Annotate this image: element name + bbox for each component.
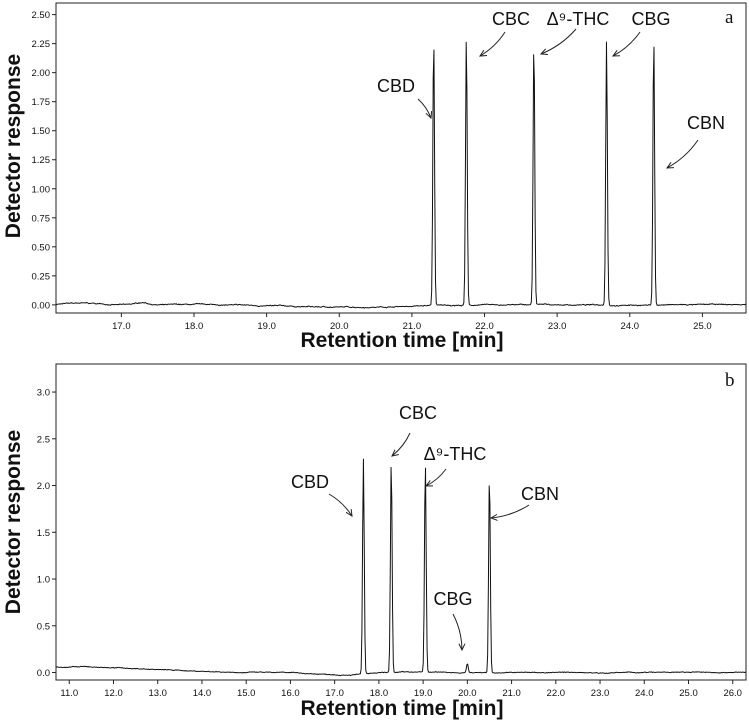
peak-label: CBC	[492, 9, 530, 29]
y-tick-label: 2.50	[32, 10, 51, 21]
y-tick-label: 1.0	[37, 575, 50, 586]
peak-arrowhead	[611, 50, 621, 57]
peak-arrowhead	[479, 49, 488, 57]
panel-letter-b: b	[725, 370, 735, 391]
peak-arrow	[417, 98, 432, 119]
x-tick-label: 23.0	[591, 688, 610, 699]
x-tick-label: 25.0	[679, 688, 698, 699]
peak-labels-b: CBD CBC Δ⁹-THC CBG CBN	[291, 403, 559, 652]
peak-arrowhead	[424, 480, 434, 487]
y-tick-label: 0.5	[37, 621, 50, 632]
peak-label: CBG	[433, 589, 472, 609]
chart-panel-a: 0.00 0.25 0.50 0.75 1.00 1.25 1.50 1.75 2.00 2.25…	[2, 2, 747, 352]
x-tick-label: 22.0	[475, 321, 494, 332]
peak-arrow	[391, 432, 411, 457]
peak-arrowhead	[425, 110, 433, 120]
plot-frame-a	[55, 2, 747, 314]
y-ticks-b: 0.0 0.5 1.0 1.5 2.0 2.5 3.0	[37, 388, 56, 679]
x-tick-label: 25.0	[693, 321, 712, 332]
y-tick-label: 1.50	[32, 126, 51, 137]
chromatogram-trace-a	[55, 41, 747, 309]
x-tick-label: 19.0	[257, 321, 276, 332]
y-tick-label: 1.00	[32, 184, 51, 195]
x-tick-label: 19.0	[414, 688, 433, 699]
y-axis-title-b: Detector response	[2, 430, 25, 614]
peak-arrowhead	[665, 162, 675, 169]
peak-arrowhead	[345, 508, 353, 517]
peak-arrow	[479, 31, 506, 57]
peak-arrowhead	[489, 513, 498, 521]
peak-arrowhead	[539, 48, 549, 55]
y-tick-label: 0.50	[32, 242, 51, 253]
peak-arrow	[612, 31, 641, 57]
peak-arrowhead	[391, 449, 399, 457]
y-tick-label: 0.00	[32, 300, 51, 311]
peak-arrow	[425, 468, 447, 487]
x-tick-label: 11.0	[60, 688, 78, 699]
peak-label: CBG	[631, 9, 670, 29]
peak-label: CBD	[377, 76, 415, 96]
peak-label: Δ⁹-THC	[547, 9, 610, 29]
x-tick-label: 17.0	[112, 321, 131, 332]
x-tick-label: 16.0	[281, 688, 300, 699]
y-tick-label: 3.0	[37, 388, 50, 399]
x-tick-label: 20.0	[458, 688, 477, 699]
y-tick-label: 0.75	[32, 213, 51, 224]
peak-arrow	[490, 504, 530, 519]
y-axis-title-a: Detector response	[2, 54, 25, 238]
y-ticks-a: 0.00 0.25 0.50 0.75 1.00 1.25 1.50 1.75 2.00 2.25…	[32, 10, 56, 311]
peak-arrow	[540, 28, 577, 55]
x-tick-label: 22.0	[547, 688, 566, 699]
x-tick-label: 20.0	[330, 321, 349, 332]
x-tick-label: 26.0	[723, 688, 742, 699]
x-tick-label: 15.0	[237, 688, 256, 699]
chromatogram-trace-b	[55, 458, 747, 677]
chart-panel-b: 0.0 0.5 1.0 1.5 2.0 2.5 3.0 11.0 12.0 13.0 14.0 15…	[2, 363, 747, 720]
x-tick-label: 23.0	[548, 321, 567, 332]
y-tick-label: 0.0	[37, 668, 50, 679]
y-tick-label: 2.0	[37, 481, 50, 492]
peak-label: Δ⁹-THC	[424, 444, 487, 464]
y-tick-label: 2.5	[37, 434, 50, 445]
x-tick-label: 21.0	[502, 688, 521, 699]
peak-arrow	[328, 493, 353, 517]
plot-frame-b	[55, 363, 747, 681]
peak-label: CBD	[291, 472, 329, 492]
peak-label: CBC	[399, 403, 437, 423]
y-tick-label: 1.5	[37, 528, 50, 539]
peak-labels-a: CBD CBC Δ⁹-THC CBG CBN	[377, 9, 725, 169]
y-tick-label: 1.75	[32, 97, 51, 108]
peak-label: CBN	[521, 484, 559, 504]
peak-arrow	[452, 613, 463, 651]
peak-arrowhead	[458, 643, 466, 652]
x-tick-label: 18.0	[370, 688, 389, 699]
x-tick-label: 17.0	[325, 688, 344, 699]
x-tick-label: 13.0	[148, 688, 167, 699]
y-tick-label: 2.00	[32, 68, 51, 79]
x-tick-label: 24.0	[635, 688, 654, 699]
panel-letter-a: a	[725, 7, 734, 28]
y-tick-label: 0.25	[32, 271, 51, 282]
peak-label: CBN	[687, 113, 725, 133]
x-tick-label: 24.0	[621, 321, 640, 332]
peak-arrow	[666, 139, 699, 169]
x-tick-label: 14.0	[193, 688, 212, 699]
x-axis-title-b: Retention time [min]	[301, 697, 504, 720]
x-tick-label: 21.0	[403, 321, 422, 332]
y-tick-label: 2.25	[32, 39, 51, 50]
y-tick-label: 1.25	[32, 155, 51, 166]
x-tick-label: 18.0	[185, 321, 204, 332]
x-axis-title-a: Retention time [min]	[301, 329, 504, 352]
x-ticks-a: 17.0 18.0 19.0 20.0 21.0 22.0 23.0 24.0 25.0	[112, 313, 712, 332]
x-ticks-b: 11.0 12.0 13.0 14.0 15.0 16.0 17.0 18.0 19.0 20.0…	[60, 680, 742, 699]
x-tick-label: 12.0	[104, 688, 123, 699]
